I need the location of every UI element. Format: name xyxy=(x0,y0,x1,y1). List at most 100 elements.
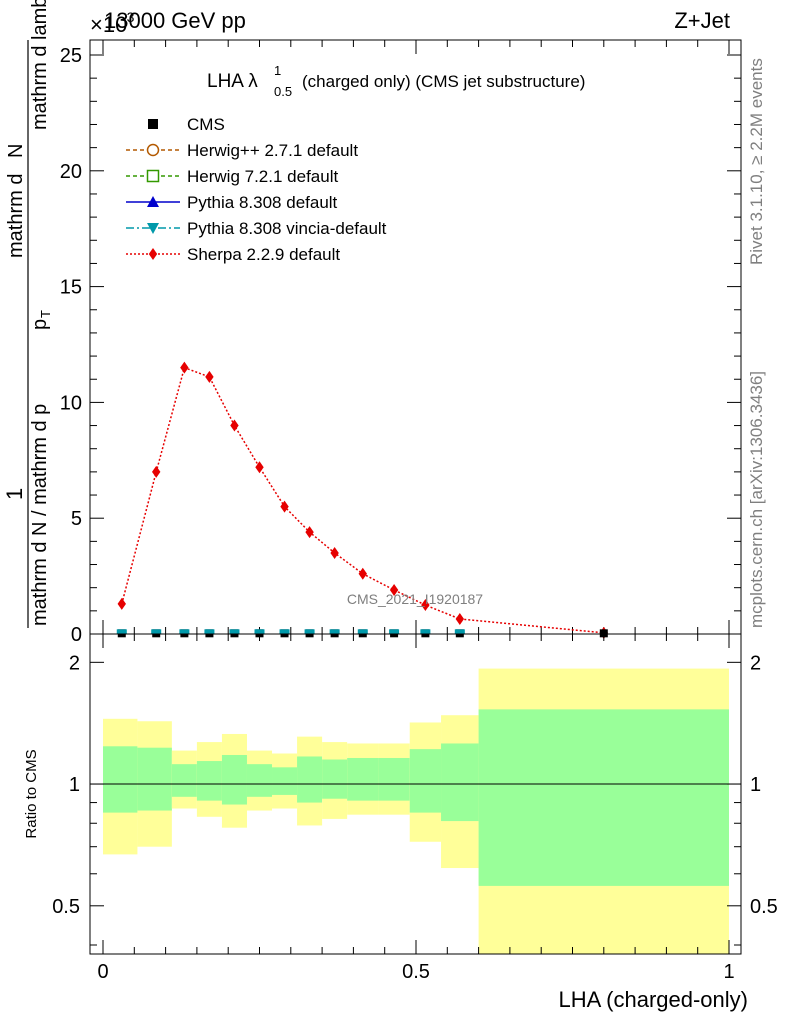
ratio-band-inner xyxy=(347,757,379,801)
ratio-band-inner xyxy=(103,746,138,813)
y-label-inner-numerator-tail: N xyxy=(5,144,27,158)
x-tick-label: 0 xyxy=(97,961,108,983)
sherpa-point xyxy=(358,567,367,580)
legend-entry-herwigpp: Herwig++ 2.7.1 default xyxy=(126,141,358,160)
exponent-power: -3 xyxy=(122,9,135,25)
sherpa-point xyxy=(255,461,264,474)
y-label-inner-numerator: mathrm d xyxy=(5,174,27,258)
vincia-point xyxy=(389,629,400,635)
main-y-label: 1 mathrm d N mathrm d N / mathrm d p mat… xyxy=(2,0,53,628)
legend-marker-down-triangle xyxy=(147,223,159,234)
legend-marker-diamond xyxy=(148,248,158,260)
exponent-base: ×10 xyxy=(90,12,127,37)
vincia-point xyxy=(357,629,368,635)
legend-entry-herwig7: Herwig 7.2.1 default xyxy=(126,167,338,186)
legend-label: CMS xyxy=(187,115,225,134)
ratio-band-inner xyxy=(297,756,323,803)
ratio-y-tick-label: 1 xyxy=(69,774,80,796)
main-panel: 0 5 10 15 20 25 CMS_2021_I1920187 LHA λ 1 0.5… xyxy=(60,39,742,646)
ratio-y-tick-label-right: 2 xyxy=(750,652,761,674)
ratio-y-label: Ratio to CMS xyxy=(23,749,40,838)
sherpa-point xyxy=(152,465,161,478)
title-main: LHA λ xyxy=(207,71,258,92)
ratio-band-inner xyxy=(246,764,273,797)
ratio-band-inner xyxy=(272,767,298,795)
y-label-numerator-one: 1 xyxy=(2,488,27,500)
ratio-band-inner xyxy=(221,754,247,805)
vincia-point xyxy=(279,629,290,635)
legend-label: Herwig 7.2.1 default xyxy=(187,167,338,186)
sherpa-point xyxy=(389,583,399,596)
legend-label: Pythia 8.308 default xyxy=(187,193,338,212)
ratio-y-tick-label: 2 xyxy=(69,652,80,674)
x-axis-label: LHA (charged-only) xyxy=(558,987,748,1012)
ratio-band-inner xyxy=(478,709,729,886)
sherpa-point xyxy=(230,419,239,432)
legend-marker-triangle xyxy=(147,196,159,207)
mcplots-label: mcplots.cern.ch [arXiv:1306.3436] xyxy=(747,371,766,628)
vincia-point xyxy=(151,629,162,635)
legend-marker-open-square xyxy=(146,169,160,183)
legend-entry-vincia: Pythia 8.308 vincia-default xyxy=(126,219,387,238)
ratio-y-tick-label: 0.5 xyxy=(52,896,80,918)
ratio-panel: 0 0.5 1 0.5 0.5 1 1 2 2 Ratio to CMS LHA (charge… xyxy=(23,633,778,1012)
ratio-band-inner xyxy=(171,764,197,797)
ratio-band-inner xyxy=(378,757,410,801)
cms-point xyxy=(599,629,608,638)
title-sup: 1 xyxy=(274,63,281,78)
sherpa-point xyxy=(280,500,289,513)
legend: CMS Herwig++ 2.7.1 default Herwig 7.2.1 de… xyxy=(126,115,387,264)
sherpa-line xyxy=(121,366,604,634)
vincia-point xyxy=(204,629,215,635)
legend-marker-circle xyxy=(146,143,160,157)
vincia-point xyxy=(420,629,431,635)
ratio-axes: 0 0.5 1 0.5 0.5 1 1 2 2 xyxy=(52,634,778,983)
title-rest: (charged only) (CMS jet substructure) xyxy=(302,72,585,91)
vincia-point xyxy=(179,629,190,635)
ratio-y-tick-label-right: 0.5 xyxy=(750,896,778,918)
ratio-band-inner xyxy=(441,743,479,822)
y-label-denominator: mathrm d N / mathrm d p xyxy=(29,404,51,626)
y-tick-label: 10 xyxy=(60,392,82,414)
x-tick-label: 0.5 xyxy=(402,961,430,983)
ratio-band-inner xyxy=(409,749,442,813)
plot-title: LHA λ 1 0.5 (charged only) (CMS jet subs… xyxy=(207,63,585,99)
analysis-id: CMS_2021_I1920187 xyxy=(347,591,483,607)
vincia-point xyxy=(329,629,340,635)
sherpa-point xyxy=(117,597,126,610)
main-y-axis: 0 5 10 15 20 25 xyxy=(60,45,741,646)
legend-label: Herwig++ 2.7.1 default xyxy=(187,141,358,160)
legend-entry-pythia: Pythia 8.308 default xyxy=(126,193,338,212)
energy-label: 13000 GeV pp xyxy=(104,8,246,33)
y-label-pt-sub: T xyxy=(38,310,53,318)
y-label-pt: p xyxy=(29,319,51,330)
main-x-ticks xyxy=(102,40,730,634)
vincia-point xyxy=(254,629,265,635)
vincia-point xyxy=(454,629,465,635)
sherpa-point xyxy=(455,612,465,625)
rivet-label: Rivet 3.1.10, ≥ 2.2M events xyxy=(747,58,766,265)
vincia-point xyxy=(229,629,240,635)
legend-entry-sherpa: Sherpa 2.2.9 default xyxy=(126,245,340,264)
legend-entry-cms: CMS xyxy=(148,115,225,134)
process-label: Z+Jet xyxy=(674,8,730,33)
x-tick-label: 1 xyxy=(723,961,734,983)
vincia-point xyxy=(116,629,127,635)
sherpa-point xyxy=(305,526,314,539)
ratio-bands xyxy=(90,668,741,954)
legend-label: Sherpa 2.2.9 default xyxy=(187,245,340,264)
legend-marker-square xyxy=(148,119,158,129)
title-sub: 0.5 xyxy=(274,84,292,99)
sherpa-point xyxy=(205,370,214,383)
ratio-band-inner xyxy=(322,759,348,799)
y-tick-label: 0 xyxy=(71,624,82,646)
main-series xyxy=(116,361,608,639)
sherpa-point xyxy=(421,599,430,612)
y-tick-label: 20 xyxy=(60,161,82,183)
vincia-point xyxy=(304,629,315,635)
sherpa-point xyxy=(180,361,189,374)
ratio-band-inner xyxy=(137,747,172,811)
legend-label: Pythia 8.308 vincia-default xyxy=(187,219,387,238)
ratio-y-tick-label-right: 1 xyxy=(750,774,761,796)
